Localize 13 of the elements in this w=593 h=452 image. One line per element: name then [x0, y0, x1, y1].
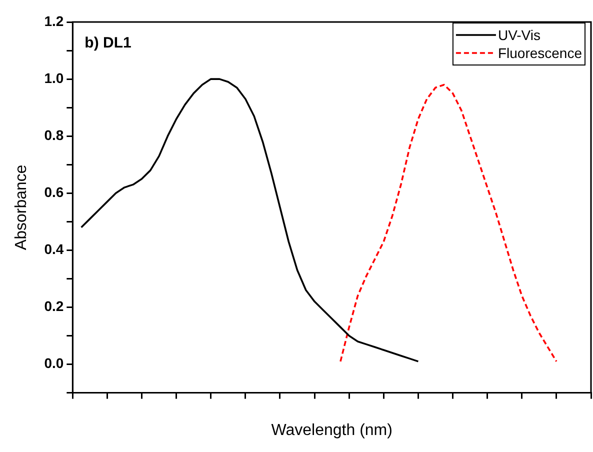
text: 0.0 [44, 355, 64, 372]
y-tick-label: 1.2 [44, 12, 64, 29]
legend-label: UV-Vis [498, 26, 541, 43]
annotation: b) DL1 [84, 34, 132, 52]
legend-label: Fluorescence [498, 44, 582, 61]
line-series [340, 84, 558, 362]
y-tick-label: 0.2 [44, 298, 64, 314]
y-axis-title: Absorbance [13, 164, 30, 250]
x-axis-title: Wavelength (nm) [271, 422, 392, 439]
y-tick-label: 1.0 [44, 70, 64, 86]
y-tick-label: 0.4 [44, 241, 64, 258]
y-tick-label: 0.6 [44, 184, 64, 200]
y-tick-label: 0.8 [44, 126, 64, 143]
